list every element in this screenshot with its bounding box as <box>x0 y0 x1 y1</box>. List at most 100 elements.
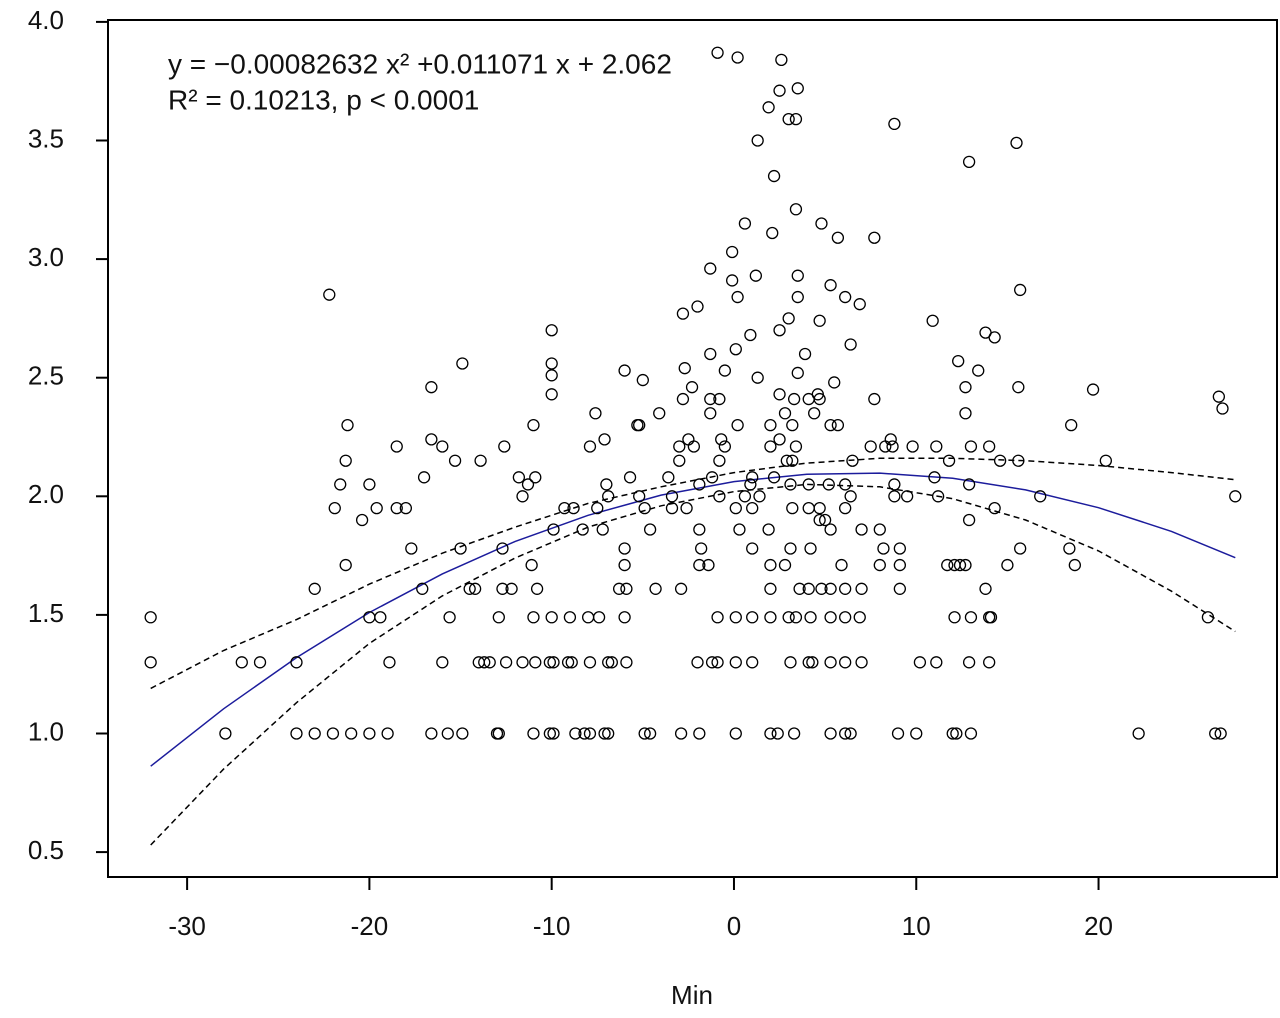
point <box>988 331 1001 344</box>
point <box>1216 402 1229 415</box>
point <box>618 542 631 555</box>
point <box>729 656 742 669</box>
point <box>591 502 604 515</box>
point <box>363 478 376 491</box>
point <box>530 582 544 595</box>
point <box>775 53 788 66</box>
y-tick-label: 0.5 <box>28 835 64 865</box>
point <box>618 558 631 572</box>
point <box>818 513 832 527</box>
point <box>806 656 819 669</box>
point <box>463 582 476 595</box>
point <box>705 471 719 484</box>
point <box>425 727 438 740</box>
x-tick-label: -30 <box>168 911 206 941</box>
point <box>638 727 651 740</box>
point <box>962 478 976 491</box>
point <box>731 418 744 432</box>
point <box>764 418 777 432</box>
point <box>764 727 777 740</box>
point <box>789 112 803 126</box>
point <box>877 542 890 555</box>
point <box>813 513 826 527</box>
point <box>993 454 1007 467</box>
point <box>623 471 637 484</box>
x-tick-label: -20 <box>351 911 389 941</box>
point <box>516 656 529 669</box>
point <box>547 523 560 536</box>
point <box>844 490 857 503</box>
point <box>1068 558 1081 572</box>
point <box>589 407 602 420</box>
point <box>545 369 558 382</box>
point <box>952 354 965 368</box>
point <box>456 357 469 370</box>
point <box>844 727 857 740</box>
point <box>808 407 821 420</box>
point <box>235 656 248 669</box>
y-tick-label: 2.0 <box>28 479 64 509</box>
point <box>893 542 907 555</box>
point <box>822 478 835 491</box>
point <box>583 440 597 453</box>
point <box>612 582 626 595</box>
point <box>749 269 762 282</box>
point <box>468 582 482 595</box>
point <box>704 407 717 420</box>
point <box>1012 454 1025 467</box>
point <box>782 112 795 126</box>
point <box>930 656 943 669</box>
point <box>789 203 803 216</box>
point <box>824 279 837 292</box>
point <box>906 440 919 453</box>
y-tick-label: 3.5 <box>28 123 64 153</box>
point <box>964 440 978 453</box>
point <box>771 727 784 740</box>
confidence-band <box>150 483 1236 846</box>
point <box>290 656 303 669</box>
point <box>1214 727 1227 740</box>
point <box>784 478 797 491</box>
point <box>1063 542 1076 555</box>
point <box>685 381 699 394</box>
point <box>1132 727 1145 740</box>
point <box>815 582 828 595</box>
point <box>693 523 706 536</box>
point <box>691 656 704 669</box>
point <box>844 338 857 351</box>
point <box>581 611 595 624</box>
point <box>773 324 786 337</box>
point <box>545 611 558 624</box>
point <box>1001 558 1014 572</box>
x-tick-label: 0 <box>727 911 741 941</box>
point <box>711 656 724 669</box>
point <box>673 454 686 467</box>
point <box>746 542 759 555</box>
point <box>527 418 540 432</box>
point <box>695 542 708 555</box>
y-tick-label: 4.0 <box>28 5 64 35</box>
point <box>746 611 759 624</box>
point <box>448 454 462 467</box>
point <box>746 471 759 484</box>
point <box>643 727 657 740</box>
point <box>868 231 881 244</box>
point <box>618 364 631 377</box>
point <box>946 727 959 740</box>
point <box>691 300 704 313</box>
point <box>913 656 927 669</box>
point <box>649 582 662 595</box>
point <box>773 84 786 97</box>
point <box>744 478 757 491</box>
point <box>687 440 701 453</box>
point <box>729 727 742 740</box>
point <box>962 155 976 168</box>
point <box>339 558 352 572</box>
point <box>682 433 695 446</box>
point <box>828 376 841 389</box>
point <box>704 262 717 275</box>
point <box>545 357 558 370</box>
point <box>1212 390 1226 403</box>
point <box>789 440 803 453</box>
point <box>578 727 591 740</box>
